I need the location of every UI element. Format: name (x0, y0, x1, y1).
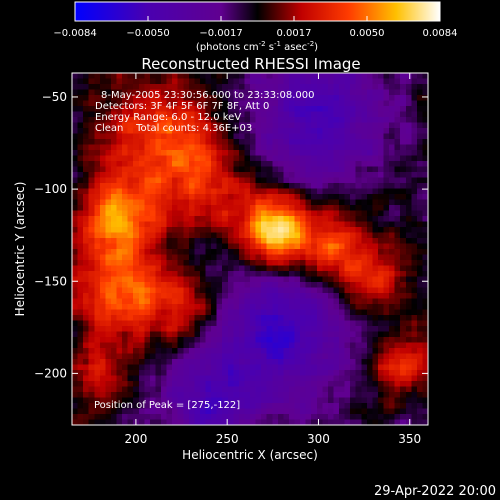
x-axis-ticks: 200 250 300 350 (124, 73, 421, 446)
y-axis-label: Heliocentric Y (arcsec) (13, 182, 27, 317)
colorbar-tick-label: −0.0017 (199, 28, 242, 39)
annotation-detectors: Detectors: 3F 4F 5F 6F 7F 8F, Att 0 (95, 101, 269, 112)
colorbar-unit: (photons cm-2 s-1 asec-2) (196, 40, 318, 53)
colorbar-tick-label: −0.0084 (53, 28, 96, 39)
annotation-clean: Clean Total counts: 4.36E+03 (95, 123, 252, 134)
colorbar (74, 1, 441, 22)
plot-frame (71, 72, 429, 426)
x-tick-label: 200 (124, 432, 147, 446)
colorbar-tick-label: 0.0084 (423, 28, 458, 39)
x-tick-label: 300 (307, 432, 330, 446)
footer-timestamp: 29-Apr-2022 20:00 (374, 484, 496, 499)
annotation-time: 8-May-2005 23:30:56.000 to 23:33:08.000 (101, 90, 314, 101)
y-tick-label: −150 (34, 274, 67, 288)
y-axis-ticks: −50 −100 −150 −200 (34, 90, 428, 380)
chart-title: Reconstructed RHESSI Image (141, 55, 360, 73)
heatmap-image (72, 73, 428, 425)
x-tick-label: 250 (216, 432, 239, 446)
colorbar-ticks: −0.0084 −0.0050 −0.0017 0.0017 0.0050 0.0084 (53, 16, 458, 39)
annotation-energy: Energy Range: 6.0 - 12.0 keV (95, 112, 241, 123)
colorbar-tick-label: 0.0050 (350, 28, 385, 39)
colorbar-tick-label: −0.0050 (126, 28, 169, 39)
x-axis-label: Heliocentric X (arcsec) (182, 448, 318, 462)
y-tick-label: −100 (34, 182, 67, 196)
annotation-peak: Position of Peak = [275,-122] (94, 400, 240, 411)
colorbar-tick-label: 0.0017 (277, 28, 312, 39)
y-tick-label: −50 (42, 90, 67, 104)
x-tick-label: 350 (398, 432, 421, 446)
y-tick-label: −200 (34, 366, 67, 380)
